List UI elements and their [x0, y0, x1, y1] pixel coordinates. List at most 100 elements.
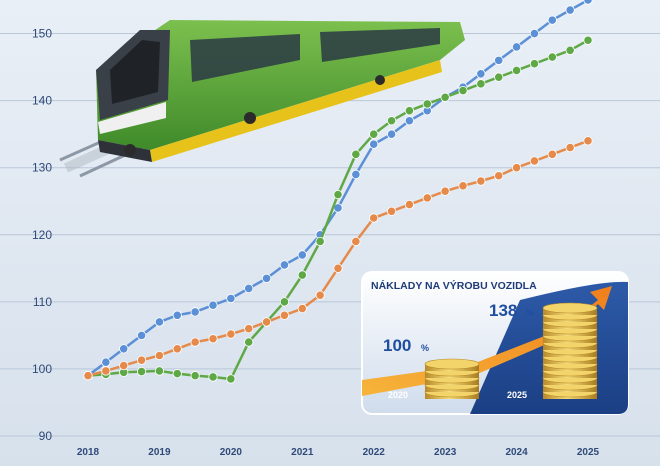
data-point-green — [315, 236, 325, 247]
y-tick-label: 150 — [32, 27, 52, 41]
data-point-green — [279, 297, 290, 307]
data-point-orange — [226, 329, 236, 339]
data-point-green — [422, 99, 432, 109]
x-tick-label: 2018 — [77, 447, 100, 458]
data-point-orange — [172, 344, 182, 354]
data-point-orange — [83, 371, 93, 381]
data-point-blue — [565, 5, 575, 15]
data-point-orange — [119, 360, 129, 371]
data-point-green — [529, 59, 540, 69]
data-point-orange — [529, 156, 540, 166]
y-tick-label: 100 — [32, 362, 52, 376]
data-point-blue — [279, 260, 290, 270]
data-point-green — [583, 35, 593, 45]
data-point-orange — [136, 355, 147, 365]
y-tick-label: 110 — [33, 295, 52, 309]
coin-top-icon — [542, 302, 598, 314]
inset-start-year: 2020 — [388, 390, 408, 400]
series-green — [83, 35, 593, 384]
data-point-blue — [244, 283, 254, 294]
data-point-blue — [172, 310, 182, 320]
data-point-green — [351, 149, 361, 159]
data-point-orange — [404, 199, 415, 210]
cost-inset-panel: NÁKLADY NA VÝROBU VOZIDLA 100 % 138 % 20… — [361, 271, 629, 415]
x-tick-label: 2020 — [220, 447, 243, 458]
train-illustration — [59, 20, 465, 178]
data-point-green — [172, 369, 182, 379]
x-tick-label: 2025 — [577, 447, 600, 458]
data-point-orange — [369, 213, 379, 223]
data-point-blue — [369, 139, 379, 149]
data-point-green — [458, 85, 468, 96]
data-point-green — [476, 79, 486, 89]
data-point-green — [333, 189, 343, 200]
data-point-orange — [351, 236, 361, 247]
x-tick-label: 2019 — [148, 447, 171, 458]
data-point-green — [244, 337, 254, 347]
y-axis-ticks: 90 100 110 120 130 140 150 — [32, 27, 52, 443]
y-tick-label: 130 — [32, 161, 52, 175]
data-point-blue — [404, 116, 415, 126]
inset-end-value: 138 — [489, 301, 517, 320]
data-point-blue — [154, 317, 165, 327]
data-point-blue — [494, 55, 504, 65]
inset-end-unit: % — [526, 308, 534, 318]
growth-arrow-icon — [362, 286, 612, 396]
data-series — [83, 0, 593, 384]
data-point-blue — [297, 250, 307, 260]
large-coin-stack-icon — [542, 302, 598, 399]
data-point-blue — [226, 293, 236, 304]
x-tick-label: 2022 — [363, 447, 386, 458]
x-tick-label: 2024 — [505, 447, 528, 458]
data-point-orange — [422, 193, 432, 203]
data-point-green — [226, 374, 236, 384]
data-point-blue — [583, 0, 593, 5]
data-point-orange — [101, 366, 111, 376]
data-point-green — [190, 371, 200, 381]
data-point-orange — [458, 181, 468, 191]
x-tick-label: 2021 — [291, 447, 314, 458]
coin-top-icon — [424, 358, 480, 370]
inset-start-unit: % — [421, 343, 429, 353]
data-point-blue — [101, 357, 111, 367]
data-point-orange — [386, 206, 397, 216]
data-point-orange — [511, 163, 522, 173]
data-point-orange — [494, 171, 504, 181]
data-point-green — [565, 45, 575, 55]
data-point-orange — [315, 290, 325, 300]
data-point-green — [136, 367, 147, 377]
data-point-green — [386, 116, 397, 126]
data-point-green — [494, 72, 504, 82]
small-coin-stack-icon — [424, 358, 480, 399]
data-point-orange — [244, 324, 254, 334]
inset-end-year: 2025 — [507, 390, 527, 400]
data-point-green — [404, 106, 415, 116]
data-point-blue — [476, 69, 486, 79]
series-orange — [83, 136, 593, 381]
data-point-blue — [386, 129, 397, 139]
data-point-orange — [208, 334, 218, 344]
data-point-blue — [261, 273, 272, 283]
data-point-blue — [119, 344, 129, 354]
y-tick-label: 90 — [39, 429, 53, 443]
data-point-blue — [190, 307, 200, 317]
data-point-blue — [547, 15, 557, 25]
data-point-orange — [190, 337, 200, 347]
data-point-blue — [351, 169, 361, 179]
data-point-orange — [547, 149, 557, 159]
data-point-green — [369, 129, 379, 139]
data-point-orange — [297, 303, 307, 314]
y-tick-label: 120 — [32, 228, 52, 242]
data-point-blue — [511, 42, 522, 52]
inset-start-value: 100 — [383, 336, 411, 355]
data-point-orange — [440, 186, 450, 196]
data-point-green — [297, 270, 307, 280]
data-point-orange — [476, 176, 486, 186]
data-point-blue — [208, 300, 218, 310]
series-blue — [83, 0, 593, 381]
data-point-blue — [136, 330, 147, 340]
data-point-orange — [279, 310, 290, 320]
data-point-blue — [529, 28, 540, 39]
data-point-green — [547, 52, 557, 62]
x-tick-label: 2023 — [434, 447, 457, 458]
